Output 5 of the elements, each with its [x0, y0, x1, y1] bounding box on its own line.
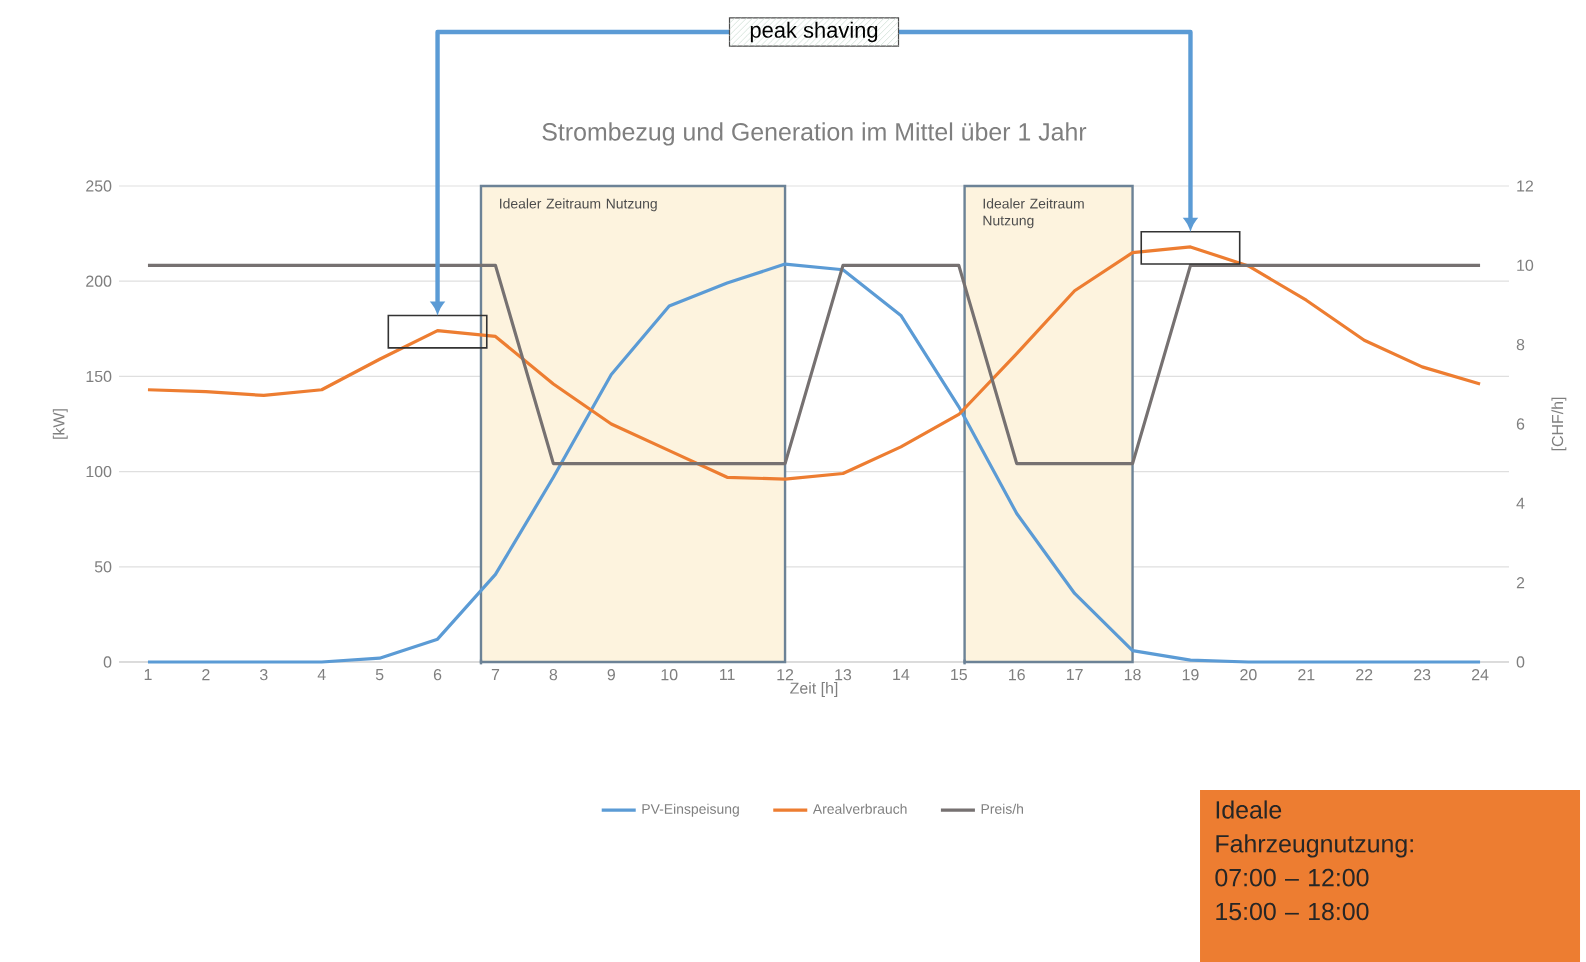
text: peak shaving	[750, 21, 878, 43]
text: Ideale Fahrzeugnutzung:	[1216, 800, 1413, 858]
chart-title: Strombezug und Generation im Mittel über 1 Jahr	[542, 122, 1087, 146]
text: 07:00 – 12:00	[1215, 868, 1369, 887]
text: 15:00 – 18:00	[1216, 902, 1369, 921]
